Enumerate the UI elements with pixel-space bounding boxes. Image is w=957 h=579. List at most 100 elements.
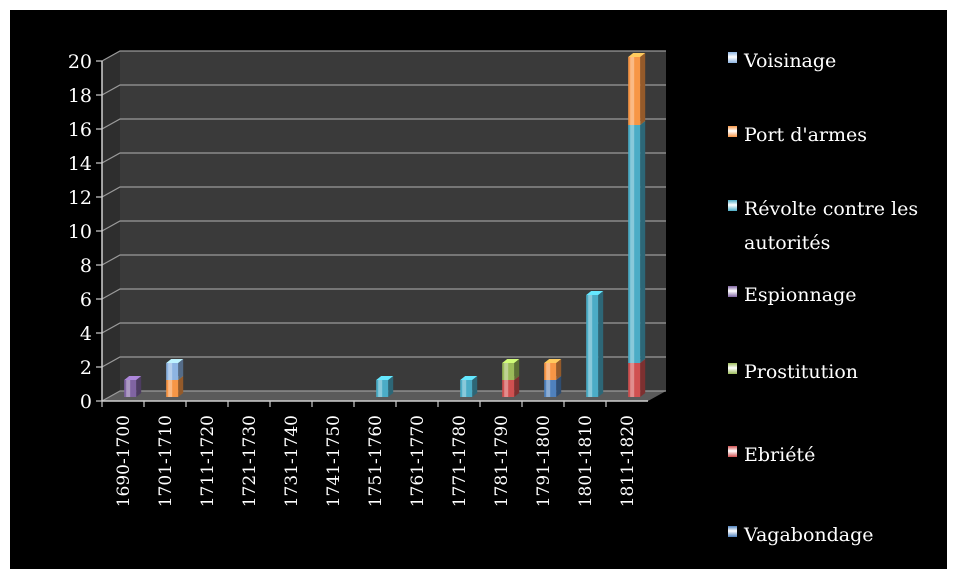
- bar-front: [460, 380, 473, 397]
- bar-segment: [376, 376, 394, 397]
- bar-side: [514, 359, 520, 380]
- bar-highlight: [630, 57, 635, 125]
- x-tick-label: 1741-1750: [324, 415, 344, 507]
- y-tick-label: 2: [80, 357, 92, 379]
- x-tick-label: 1701-1710: [156, 415, 176, 507]
- bar-front: [544, 363, 557, 380]
- y-tick-label: 10: [68, 221, 92, 243]
- bar-highlight: [168, 363, 173, 380]
- bar-segment: [586, 291, 604, 397]
- legend-swatch: [728, 363, 737, 374]
- bar-segment: [502, 359, 520, 380]
- bar-front: [502, 380, 515, 397]
- gridline: [101, 288, 666, 300]
- bar-highlight: [546, 363, 551, 380]
- bar-highlight: [126, 380, 131, 397]
- chart-wall: [102, 51, 666, 401]
- x-tick-label: 1711-1720: [198, 415, 218, 507]
- y-tick-label: 16: [68, 119, 92, 141]
- bar-segment: [166, 359, 184, 380]
- bar-side: [640, 53, 646, 125]
- bar-top: [376, 376, 394, 380]
- x-tick-label: 1801-1810: [576, 415, 596, 507]
- gridline: [101, 118, 666, 130]
- gridline: [101, 390, 666, 402]
- bar-side: [640, 121, 646, 363]
- bar-side: [556, 359, 562, 380]
- legend-swatch: [728, 200, 737, 211]
- y-tick-label: 6: [80, 289, 92, 311]
- bar-side: [514, 376, 520, 397]
- bar-front: [166, 363, 179, 380]
- bar-highlight: [504, 363, 509, 380]
- gridline: [101, 50, 666, 62]
- y-tick-label: 0: [80, 391, 92, 413]
- gridline: [101, 322, 666, 334]
- x-tick-label: 1721-1730: [240, 415, 260, 507]
- legend-label: Révolte contre les autorités: [744, 198, 919, 254]
- bar-side: [136, 376, 142, 397]
- legend-swatch: [728, 286, 737, 297]
- y-tick-label: 14: [68, 153, 92, 175]
- bar-side: [472, 376, 478, 397]
- y-tick-label: 12: [68, 187, 92, 209]
- bar-side: [178, 359, 184, 380]
- bar-highlight: [546, 380, 551, 397]
- x-tick-label: 1761-1770: [408, 415, 428, 507]
- legend-label: Espionnage: [744, 284, 857, 306]
- x-tick-label: 1811-1820: [618, 415, 638, 507]
- bar-top: [124, 376, 142, 380]
- legend-swatch: [728, 126, 737, 137]
- bar-side: [388, 376, 394, 397]
- x-axis-ticks: 1690-1700 1701-1710 1711-1720 1721-1730 1731…: [101, 401, 638, 507]
- bar-top: [502, 359, 520, 363]
- x-tick-label: 1791-1800: [534, 415, 554, 507]
- x-tick-label: 1690-1700: [114, 415, 134, 507]
- legend-label: Port d'armes: [744, 124, 868, 146]
- bar-front: [628, 125, 641, 363]
- bar-side: [640, 359, 646, 397]
- x-tick-label: 1751-1760: [366, 415, 386, 507]
- x-tick-label: 1771-1780: [450, 415, 470, 507]
- bar-top: [586, 291, 604, 295]
- gridline: [101, 220, 666, 232]
- legend-label: Voisinage: [744, 50, 837, 72]
- bar-side: [556, 376, 562, 397]
- bar-highlight: [378, 380, 383, 397]
- bar-highlight: [462, 380, 467, 397]
- gridline: [101, 356, 666, 368]
- gridline: [101, 254, 666, 266]
- legend-label: Prostitution: [744, 361, 859, 383]
- bar-segment: [124, 376, 142, 397]
- bar-front: [586, 295, 599, 397]
- y-tick-label: 18: [68, 85, 92, 107]
- y-tick-label: 20: [68, 51, 92, 73]
- bar-top: [544, 359, 562, 363]
- bar-highlight: [504, 380, 509, 397]
- y-tick-label: 8: [80, 255, 92, 277]
- bar-segment: [544, 359, 562, 380]
- bar-segment: [628, 53, 646, 125]
- bar-highlight: [630, 125, 635, 363]
- bar-front: [376, 380, 389, 397]
- gridlines: [96, 50, 666, 402]
- legend-swatch: [728, 52, 737, 63]
- x-tick-label: 1731-1740: [282, 415, 302, 507]
- legend-label: Vagabondage: [744, 524, 874, 546]
- bar-front: [502, 363, 515, 380]
- bar-top: [460, 376, 478, 380]
- gridline: [101, 152, 666, 164]
- bar-side: [178, 376, 184, 397]
- bar-front: [628, 57, 641, 125]
- gridline: [101, 84, 666, 96]
- bar-front: [544, 380, 557, 397]
- chart-frame: 0 2 4 6 8 10 12 14 16 18 20 1690-1700 1701-1710 1711…: [10, 10, 947, 569]
- bar-highlight: [168, 380, 173, 397]
- gridline: [101, 186, 666, 198]
- legend: Voisinage Port d'armes Révolte contre le…: [728, 34, 957, 564]
- chart-plot: 0 2 4 6 8 10 12 14 16 18 20 1690-1700 1701-1710 1711…: [68, 50, 666, 507]
- bar-top: [166, 359, 184, 363]
- bar-top: [628, 53, 646, 57]
- bar-side: [598, 291, 604, 397]
- bar-front: [166, 380, 179, 397]
